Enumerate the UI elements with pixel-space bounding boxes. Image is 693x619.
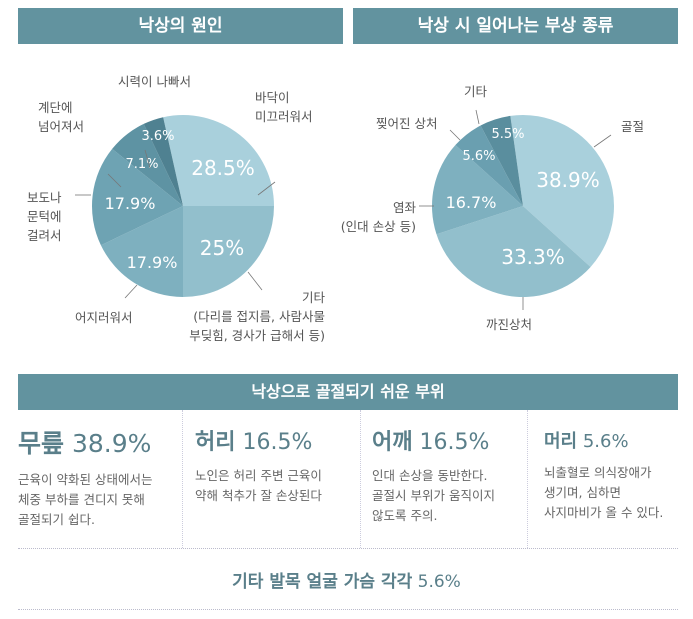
part-name: 어깨 [372, 430, 413, 455]
footer-pct: 5.6% [417, 572, 461, 592]
part-name: 머리 [544, 431, 578, 452]
part-pct: 38.9% [71, 429, 152, 458]
slice-value-label: 17.9% [127, 253, 178, 272]
slice-value-label: 5.5% [491, 127, 524, 142]
leader-line [107, 173, 122, 188]
pie-slice [510, 115, 614, 267]
slice-category-label: 기타 (다리를 접지름, 사람사물 부딪힘, 경사가 급해서 등) [189, 290, 325, 343]
slice-category-label: 까진상처 [486, 317, 533, 332]
leader-line [475, 109, 480, 125]
part-name: 허리 [195, 430, 236, 455]
pie-slice [455, 125, 523, 206]
slice-category-label: 기타 [464, 84, 488, 99]
part-pct: 16.5% [242, 430, 313, 455]
leader-line [124, 284, 138, 299]
part-desc: 인대 손상을 동반한다. 골절시 부위가 움직이지 않도록 주의. [372, 468, 495, 523]
part-desc: 뇌출혈로 의식장애가 생기며, 심하면 사지마비가 올 수 있다. [544, 465, 664, 520]
slice-category-label: 어지러워서 [75, 310, 133, 325]
chart-title-injuries: 낙상 시 일어나는 부상 종류 [353, 8, 678, 44]
pie-slice [480, 115, 523, 206]
slice-category-label: 염좌 (인대 손상 등) [340, 200, 416, 234]
slice-value-label: 17.9% [105, 194, 156, 213]
section-title: 낙상으로 골절되기 쉬운 부위 [18, 374, 678, 410]
part-desc: 노인은 허리 주변 근육이 약해 척추가 잘 손상된다 [195, 468, 322, 503]
pie-slice [183, 206, 274, 297]
pie-slice [91, 148, 183, 246]
pie-slice [163, 115, 274, 206]
fracture-item-head: 머리 5.6% 뇌출혈로 의식장애가 생기며, 심하면 사지마비가 올 수 있다… [544, 410, 684, 548]
part-pct: 16.5% [419, 430, 490, 455]
slice-value-label: 38.9% [536, 168, 600, 192]
slice-category-label: 보도나 문턱에 걸려서 [27, 190, 62, 243]
part-name: 무릎 [18, 429, 65, 458]
leader-line [449, 129, 461, 141]
leader-line [247, 271, 263, 291]
pie-slice [112, 123, 183, 206]
pie-slice [100, 206, 183, 297]
chart-title-causes: 낙상의 원인 [18, 8, 343, 44]
pie-slice [436, 206, 591, 297]
fracture-item-knee: 무릎 38.9% 근육이 약화된 상태에서는 체중 부하를 견디지 못해 골절되… [18, 410, 183, 548]
pie-slice [143, 117, 183, 206]
fracture-item-back: 허리 16.5% 노인은 허리 주변 근육이 약해 척추가 잘 손상된다 [195, 410, 361, 548]
slice-value-label: 28.5% [191, 156, 255, 180]
part-pct: 5.6% [582, 431, 629, 452]
slice-value-label: 25% [200, 236, 244, 260]
part-desc: 근육이 약화된 상태에서는 체중 부하를 견디지 못해 골절되기 쉽다. [18, 472, 153, 527]
slice-category-label: 바닥이 미끄러워서 [255, 90, 313, 124]
slice-value-label: 5.6% [462, 149, 495, 164]
leader-line [593, 134, 612, 148]
footer-other-parts: 기타 발목 얼굴 가슴 각각 5.6% [0, 567, 693, 592]
leader-line [144, 149, 151, 169]
pie-slice [432, 145, 523, 235]
slice-category-label: 계단에 넘어져서 [38, 100, 85, 134]
slice-category-label: 찢어진 상처 [376, 116, 438, 131]
divider [18, 609, 678, 610]
fracture-item-shoulder: 어깨 16.5% 인대 손상을 동반한다. 골절시 부위가 움직이지 않도록 주… [372, 410, 528, 548]
slice-category-label: 시력이 나빠서 [118, 74, 191, 89]
divider [18, 548, 678, 549]
slice-value-label: 33.3% [501, 245, 565, 269]
leader-line [257, 181, 276, 196]
slice-value-label: 7.1% [125, 157, 158, 172]
slice-value-label: 16.7% [446, 193, 497, 212]
footer-parts: 기타 발목 얼굴 가슴 각각 [232, 572, 413, 592]
slice-value-label: 3.6% [141, 129, 174, 144]
slice-category-label: 골절 [621, 119, 645, 134]
